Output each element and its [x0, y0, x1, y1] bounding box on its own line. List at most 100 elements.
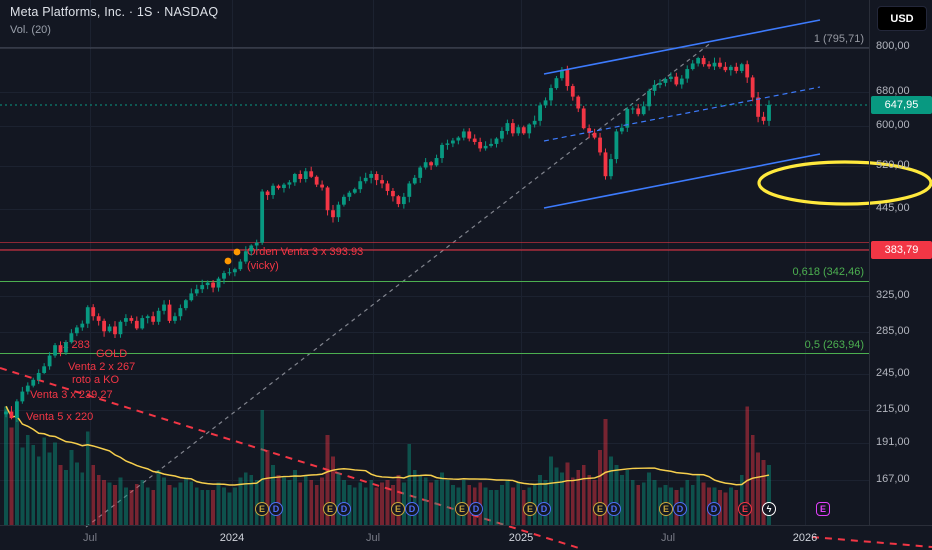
candle-body: [461, 131, 466, 138]
annotation-vicky[interactable]: (vicky): [247, 260, 279, 272]
earnings-icon[interactable]: E: [523, 502, 537, 516]
channel-upper-line[interactable]: [543, 19, 821, 75]
candle-body: [265, 191, 270, 196]
dividend-icon[interactable]: D: [469, 502, 483, 516]
dividend-icon[interactable]: D: [707, 502, 721, 516]
volume-bar: [418, 475, 423, 525]
annotation-gold[interactable]: GOLD: [96, 348, 127, 360]
red-dashed-trendline[interactable]: [0, 367, 583, 550]
volume-bar: [576, 470, 581, 525]
volume-bar: [189, 481, 194, 525]
channel-lower-line[interactable]: [543, 153, 821, 209]
candle-body: [761, 116, 766, 121]
volume-bar: [145, 487, 150, 525]
candle-body: [418, 167, 423, 178]
dividend-icon[interactable]: D: [337, 502, 351, 516]
candle-body: [162, 304, 166, 311]
volume-bar: [314, 485, 319, 525]
candle-body: [652, 84, 657, 91]
candle-body: [347, 192, 352, 197]
candle-body: [396, 196, 401, 205]
volume-bar: [636, 485, 641, 525]
earnings-icon[interactable]: E: [391, 502, 405, 516]
order-marker-dot[interactable]: [224, 257, 232, 265]
fib-level-label: 0,618 (342,46): [792, 266, 864, 279]
candle-body: [385, 183, 390, 191]
candle-body: [107, 326, 112, 332]
dividend-icon[interactable]: D: [269, 502, 283, 516]
candle-body: [36, 372, 41, 380]
candle-body: [205, 282, 210, 286]
candle-body: [440, 144, 444, 159]
dividend-icon[interactable]: D: [405, 502, 419, 516]
volume-bar: [385, 480, 390, 525]
volume-bar: [222, 487, 226, 525]
symbol-title[interactable]: Meta Platforms, Inc. · 1S · NASDAQ: [10, 5, 219, 19]
volume-bar: [260, 410, 265, 525]
volume-bar: [276, 475, 281, 525]
time-axis[interactable]: Jul 2024 Jul 2025 Jul 2026: [0, 525, 932, 550]
dividend-icon[interactable]: D: [537, 502, 551, 516]
volume-bar: [500, 485, 504, 525]
candle-body: [25, 385, 30, 392]
candle-body: [156, 310, 161, 322]
candle-body: [500, 130, 504, 139]
time-axis-label: 2024: [219, 532, 245, 544]
volume-bar: [42, 437, 47, 525]
annotation-239[interactable]: Venta 3 x 239.27: [30, 389, 113, 401]
earnings-down-icon[interactable]: E: [738, 502, 752, 516]
gray-dashed-trendline[interactable]: [85, 41, 713, 528]
time-axis-label: Jul: [365, 532, 381, 544]
candle-body: [391, 190, 395, 197]
live-event-icon[interactable]: ϟ: [762, 502, 776, 516]
price-axis-label: 215,00: [876, 403, 910, 416]
volume-bar: [565, 462, 570, 525]
volume-indicator-label[interactable]: Vol. (20): [10, 23, 51, 36]
dividend-icon[interactable]: D: [607, 502, 621, 516]
earnings-icon[interactable]: E: [593, 502, 607, 516]
annotation-order-venta[interactable]: Orden Venta 3 x 393.93: [247, 246, 363, 258]
volume-bar: [9, 427, 14, 525]
candle-body: [374, 174, 379, 181]
price-axis[interactable]: 647,95 383,79 800,00 680,00 600,00 520,00 44…: [869, 0, 932, 525]
candle-body: [200, 285, 205, 290]
annotation-220[interactable]: Venta 5 x 220: [26, 411, 93, 423]
earnings-icon[interactable]: E: [323, 502, 337, 516]
currency-usd-button[interactable]: USD: [877, 6, 927, 31]
price-axis-label: 167,00: [876, 473, 910, 486]
candle-body: [707, 64, 711, 67]
volume-bar: [352, 487, 357, 525]
volume-bar: [592, 480, 597, 525]
horizontal-levels-layer: [0, 47, 870, 355]
channel-mid-line[interactable]: [543, 86, 821, 142]
dividend-icon[interactable]: D: [673, 502, 687, 516]
volume-bar: [167, 485, 172, 525]
candle-body: [233, 269, 237, 273]
candle-body: [641, 106, 646, 115]
earnings-icon[interactable]: E: [659, 502, 673, 516]
order-marker-dot[interactable]: [233, 248, 241, 256]
candle-body: [47, 355, 52, 367]
price-axis-label: 600,00: [876, 119, 910, 132]
annotation-267[interactable]: Venta 2 x 267: [68, 361, 135, 373]
current-price-tag: 647,95: [871, 96, 932, 115]
candle-body: [712, 62, 717, 67]
candle-body: [630, 108, 635, 110]
candle-body: [734, 66, 739, 71]
volume-bar: [396, 475, 401, 525]
upcoming-earnings-icon[interactable]: E: [816, 502, 830, 516]
candle-body: [276, 185, 281, 189]
annotation-roto-ko[interactable]: roto a KO: [72, 374, 120, 386]
volume-bar: [124, 487, 128, 525]
earnings-icon[interactable]: E: [255, 502, 269, 516]
yellow-ellipse-drawing[interactable]: [757, 160, 932, 206]
earnings-icon[interactable]: E: [455, 502, 469, 516]
volume-bar: [31, 445, 36, 525]
volume-bar: [625, 470, 630, 525]
parallel-channel-drawing: [543, 19, 821, 209]
volume-bar: [102, 480, 106, 525]
order-price-tag[interactable]: 383,79: [871, 240, 932, 259]
volume-bar: [685, 480, 690, 525]
volume-bar: [440, 472, 444, 525]
